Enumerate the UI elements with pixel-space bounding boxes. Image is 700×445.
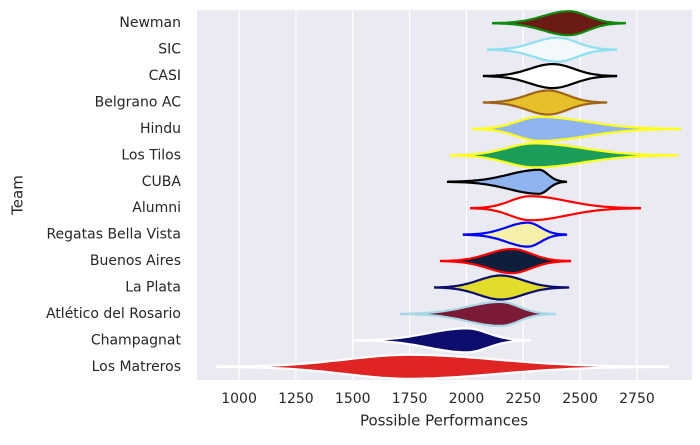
x-tick-label: 1500	[335, 391, 371, 407]
y-tick-label: Buenos Aires	[90, 253, 181, 269]
y-tick-label: La Plata	[125, 280, 181, 296]
violin	[462, 221, 568, 248]
x-axis-title: Possible Performances	[360, 412, 528, 430]
y-tick-label: Los Tilos	[121, 147, 181, 163]
x-tick-label: 2750	[619, 391, 655, 407]
violin	[482, 89, 608, 116]
y-axis-title: Team	[9, 175, 27, 216]
violin	[434, 274, 570, 301]
x-tick-label: 2500	[562, 391, 598, 407]
y-tick-label: Atlético del Rosario	[46, 306, 181, 322]
violin	[491, 10, 626, 37]
violin	[446, 168, 568, 195]
violin	[449, 142, 679, 169]
y-tick-label: SIC	[158, 42, 181, 58]
violin	[469, 195, 641, 222]
x-tick-label: 1000	[221, 391, 257, 407]
y-tick-label: Los Matreros	[92, 359, 181, 375]
y-tick-label: Newman	[119, 15, 181, 31]
y-tick-label: Alumni	[132, 200, 181, 216]
violin	[486, 36, 618, 63]
y-tick-label: Belgrano AC	[95, 95, 182, 111]
violin	[439, 248, 572, 275]
x-tick-label: 1250	[278, 391, 314, 407]
x-tick-label: 2250	[505, 391, 541, 407]
y-tick-label: Hindu	[140, 121, 181, 137]
violin	[399, 300, 557, 327]
x-tick-label: 2000	[449, 391, 485, 407]
violin	[482, 62, 618, 90]
y-tick-label: CUBA	[142, 174, 182, 190]
x-tick-label: 1750	[392, 391, 428, 407]
violin	[215, 353, 670, 380]
y-tick-label: Champagnat	[91, 332, 182, 348]
plot-area	[197, 10, 692, 380]
violin	[471, 115, 681, 142]
y-tick-label: CASI	[149, 68, 181, 84]
y-tick-label: Regatas Bella Vista	[46, 227, 181, 243]
violin	[351, 327, 532, 354]
